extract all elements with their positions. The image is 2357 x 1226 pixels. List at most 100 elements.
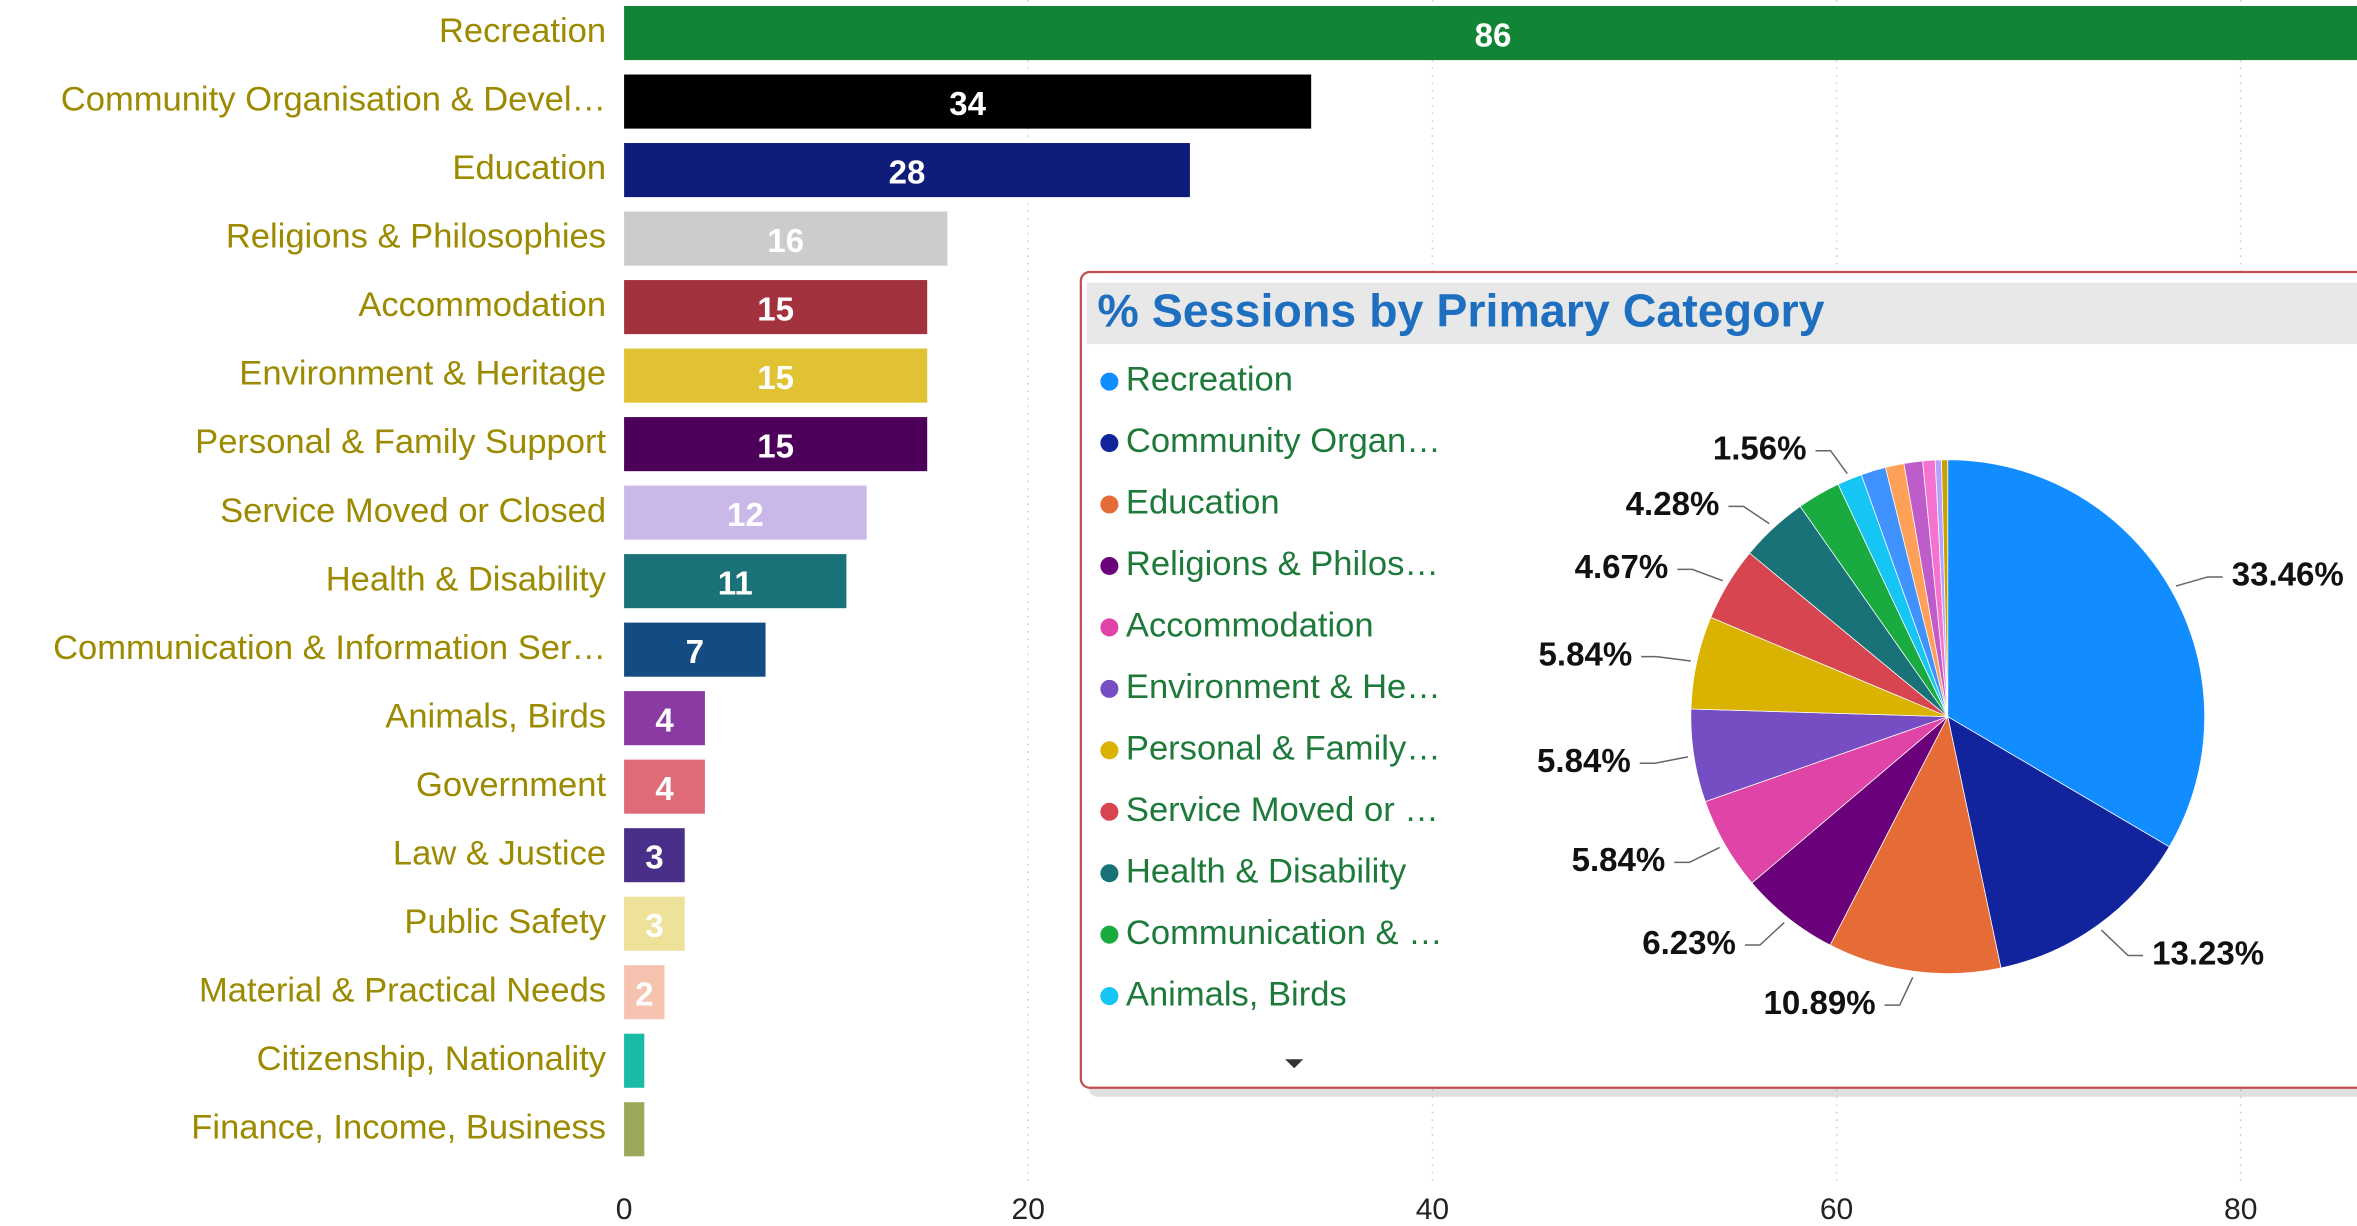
pie-data-label: 4.28% [1626, 486, 1720, 523]
bar [624, 828, 685, 883]
category-label: Finance, Income, Business [191, 1108, 606, 1146]
pie-data-label: 5.84% [1537, 743, 1631, 780]
legend-dot [1100, 987, 1119, 1006]
legend-label: Animals, Birds [1126, 975, 1347, 1013]
data-label: 11 [718, 565, 753, 602]
legend-dot [1100, 434, 1119, 453]
leader-line [2175, 576, 2223, 587]
bar [624, 280, 928, 335]
data-label: 3 [645, 908, 663, 945]
x-tick-label: 0 [616, 1193, 633, 1226]
data-label: 86 [1475, 17, 1512, 54]
category-label: Citizenship, Nationality [257, 1040, 607, 1078]
legend-label: Religions & Philos… [1126, 545, 1439, 583]
legend-dot [1100, 372, 1119, 391]
data-label: 4 [655, 702, 674, 739]
data-label: 7 [686, 634, 704, 671]
legend-dot [1100, 679, 1119, 698]
legend-dot [1100, 802, 1119, 821]
data-label: 34 [949, 86, 986, 123]
category-label: Personal & Family Support [195, 423, 606, 461]
pie-data-label: 6.23% [1642, 925, 1736, 962]
category-label: Law & Justice [393, 834, 606, 872]
data-label: 2 [635, 976, 653, 1013]
bar [624, 211, 948, 266]
pie-data-label: 13.23% [2152, 935, 2264, 972]
x-tick-label: 40 [1416, 1193, 1449, 1226]
x-tick-label: 60 [1820, 1193, 1853, 1226]
category-label: Religions & Philosophies [226, 218, 606, 256]
pie-data-label: 5.84% [1539, 636, 1633, 673]
bar [624, 622, 766, 677]
data-label: 15 [757, 360, 794, 397]
category-label: Material & Practical Needs [199, 971, 606, 1009]
leader-line [1677, 568, 1723, 582]
leader-line [1641, 655, 1691, 662]
data-label: 12 [727, 497, 764, 534]
legend-dot [1100, 556, 1119, 575]
legend-label: Personal & Family… [1126, 729, 1441, 767]
bar-chart: 0 20 40 60 80 Recreation 86 Community Organisat… [53, 0, 2357, 1226]
category-label: Health & Disability [326, 560, 607, 598]
bar [624, 691, 705, 746]
legend-dot [1100, 925, 1119, 944]
legend-label: Environment & He… [1126, 668, 1441, 706]
data-label: 28 [889, 154, 926, 191]
pie-data-label: 5.84% [1572, 842, 1666, 879]
legend-label: Education [1126, 484, 1280, 522]
legend-scroll-arrow[interactable] [1285, 1059, 1304, 1069]
category-label: Animals, Birds [385, 697, 606, 735]
legend-label: Service Moved or … [1126, 791, 1439, 829]
data-label: 15 [757, 291, 794, 328]
legend-label: Community Organ… [1126, 422, 1441, 460]
category-label: Public Safety [404, 903, 606, 941]
title-bar [1086, 282, 2357, 345]
category-label: Government [416, 766, 606, 804]
leader-line [1815, 449, 1848, 475]
pie-slice [1941, 459, 1949, 717]
pie-slice [1947, 459, 2206, 848]
bar [624, 554, 847, 609]
data-label: 16 [767, 223, 804, 260]
leader-line [1744, 922, 1785, 946]
bar [624, 143, 1190, 198]
category-label: Education [452, 149, 606, 187]
pie-slice [1947, 715, 2170, 969]
category-label: Community Organisation & Devel… [61, 81, 606, 119]
category-label: Service Moved or Closed [220, 492, 606, 530]
data-label: 15 [757, 428, 794, 465]
leader-line [1728, 505, 1770, 525]
legend-dot [1100, 741, 1119, 760]
bar [624, 1102, 645, 1157]
category-label: Recreation [439, 12, 606, 50]
legend-dot [1100, 495, 1119, 514]
leader-line [1674, 846, 1720, 864]
data-label: 4 [655, 771, 674, 808]
bar [624, 74, 1312, 129]
pie-card: % Sessions by Primary Category Recreatio… [1079, 270, 2357, 1097]
category-label: Accommodation [358, 286, 606, 324]
data-label: 3 [645, 839, 663, 876]
bar [624, 348, 928, 403]
legend-label: Health & Disability [1126, 852, 1407, 890]
legend-dot [1100, 864, 1119, 883]
bar [624, 759, 705, 814]
legend-label: Recreation [1126, 361, 1293, 399]
bar [624, 417, 928, 472]
bar [624, 485, 867, 540]
category-label: Communication & Information Ser… [53, 629, 606, 667]
pie-title: % Sessions by Primary Category [1097, 284, 1824, 336]
legend-dot [1100, 618, 1119, 637]
pie-data-label: 1.56% [1713, 430, 1807, 467]
leader-line [1884, 976, 1914, 1006]
legend-label: Accommodation [1126, 607, 1374, 645]
leader-line [2100, 929, 2144, 957]
category-label: Environment & Heritage [239, 355, 606, 393]
x-tick-label: 80 [2224, 1193, 2257, 1226]
bar [624, 965, 665, 1020]
x-tick-label: 20 [1012, 1193, 1045, 1226]
leader-line [1639, 756, 1689, 764]
bar [624, 1033, 645, 1088]
